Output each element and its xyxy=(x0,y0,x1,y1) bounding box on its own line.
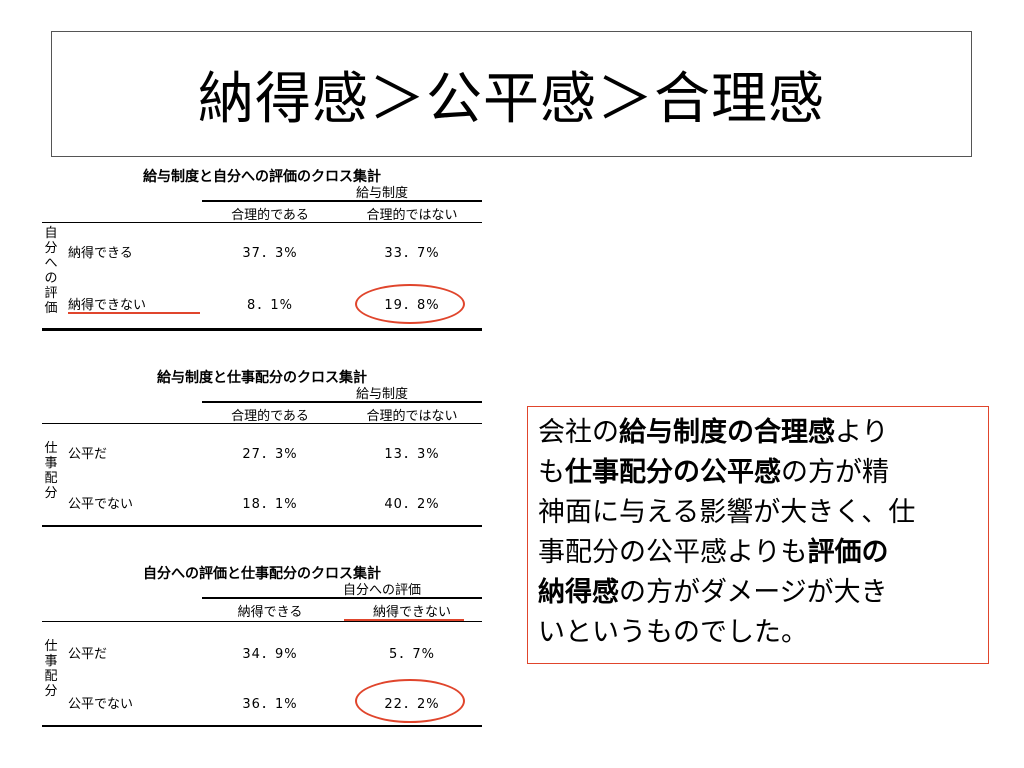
row-group-label: 仕事配分 xyxy=(44,639,58,699)
column-header-1: 納得できる xyxy=(237,605,303,620)
summary-note: 会社の給与制度の合理感より も仕事配分の公平感の方が精 神面に与える影響が大きく… xyxy=(527,406,989,664)
column-header-1: 合理的である xyxy=(231,208,309,223)
slide-title: 納得感＞公平感＞合理感 xyxy=(198,66,825,132)
circle-highlight xyxy=(355,679,465,723)
underline-highlight xyxy=(68,312,200,314)
row-group-label: 自分への評価 xyxy=(44,226,58,316)
table-cell: 36．1% xyxy=(242,697,298,712)
column-group-label: 自分への評価 xyxy=(342,583,421,598)
header-rule xyxy=(42,621,482,622)
column-group-rule xyxy=(202,597,482,599)
row-group-label: 仕事配分 xyxy=(44,441,58,501)
row-label: 納得できない xyxy=(68,298,147,313)
table-cell: 40．2% xyxy=(384,497,440,512)
note-line-6: いというものでした。 xyxy=(538,617,808,648)
table-caption: 給与制度と自分への評価のクロス集計 xyxy=(143,169,381,185)
row-label: 公平だ xyxy=(68,447,108,462)
cross-table-1: 給与制度と自分への評価のクロス集計 給与制度 合理的である 合理的ではない 自分… xyxy=(42,166,482,336)
column-header-2: 合理的ではない xyxy=(366,409,458,424)
column-group-rule xyxy=(202,401,482,403)
header-rule xyxy=(42,222,482,223)
column-group-rule xyxy=(202,200,482,202)
cross-table-2: 給与制度と仕事配分のクロス集計 給与制度 合理的である 合理的ではない 仕事配分… xyxy=(42,367,482,527)
bottom-rule xyxy=(42,328,482,331)
note-line-2: も仕事配分の公平感の方が精 xyxy=(538,457,889,488)
table-cell: 34．9% xyxy=(242,647,298,662)
title-box: 納得感＞公平感＞合理感 xyxy=(51,31,972,157)
row-label: 公平だ xyxy=(68,647,108,662)
table-cell: 27．3% xyxy=(242,447,298,462)
row-label: 公平でない xyxy=(68,697,134,712)
table-caption: 給与制度と仕事配分のクロス集計 xyxy=(157,370,367,386)
cross-table-3: 自分への評価と仕事配分のクロス集計 自分への評価 納得できる 納得できない 仕事… xyxy=(42,563,482,728)
note-line-3: 神面に与える影響が大きく、仕 xyxy=(538,497,916,528)
column-group-label: 給与制度 xyxy=(355,186,408,201)
table-cell: 37．3% xyxy=(242,246,298,261)
column-header-2: 合理的ではない xyxy=(366,208,458,223)
row-label: 公平でない xyxy=(68,497,134,512)
column-group-label: 給与制度 xyxy=(355,387,408,402)
underline-highlight xyxy=(344,619,464,621)
note-line-1: 会社の給与制度の合理感より xyxy=(538,417,889,448)
circle-highlight xyxy=(355,284,465,324)
header-rule xyxy=(42,423,482,424)
column-header-2: 納得できない xyxy=(372,605,451,620)
bottom-rule xyxy=(42,725,482,727)
row-label: 納得できる xyxy=(68,246,133,261)
column-header-1: 合理的である xyxy=(231,409,309,424)
bottom-rule xyxy=(42,525,482,527)
table-caption: 自分への評価と仕事配分のクロス集計 xyxy=(143,566,381,582)
note-line-5: 納得感の方がダメージが大き xyxy=(538,577,888,608)
table-cell: 5．7% xyxy=(389,647,435,662)
table-cell: 18．1% xyxy=(242,497,298,512)
table-cell: 33．7% xyxy=(384,246,440,261)
table-cell: 8．1% xyxy=(247,298,293,313)
table-cell: 13．3% xyxy=(384,447,440,462)
note-line-4: 事配分の公平感よりも評価の xyxy=(538,537,889,568)
